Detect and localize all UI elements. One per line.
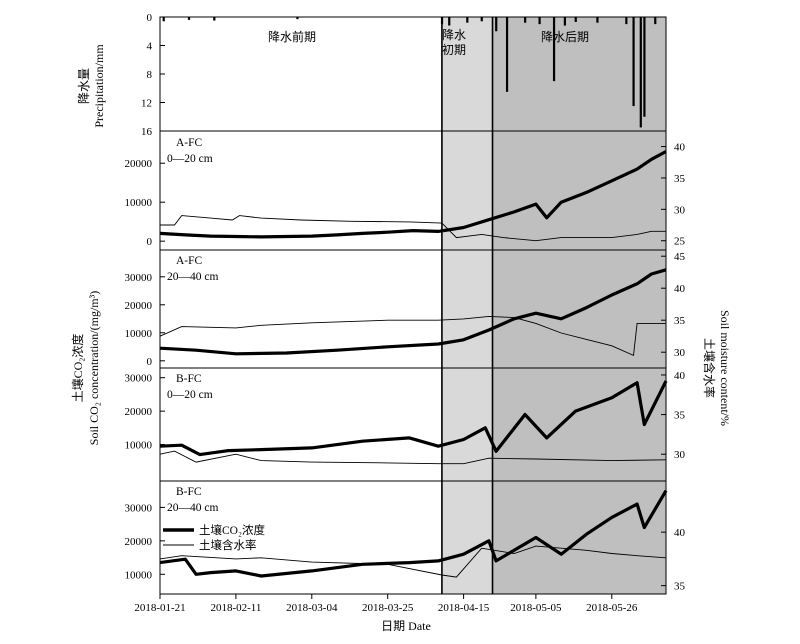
panel-4-title: B-FC bbox=[176, 486, 202, 498]
x-tick-label-1: 2018-02-11 bbox=[210, 602, 261, 614]
period-label-post: 降水后期 bbox=[541, 30, 589, 44]
period-label-early-line2: 初期 bbox=[442, 43, 466, 57]
panel-1-left-tick-label-0: 0 bbox=[147, 236, 153, 248]
panel-3-left-tick-label-0: 10000 bbox=[125, 440, 153, 452]
period-shade-0 bbox=[160, 17, 442, 594]
precip-tick-label-1: 4 bbox=[147, 41, 153, 53]
panel-4-depth: 20—40 cm bbox=[167, 502, 218, 514]
precip-bar-3 bbox=[296, 17, 299, 20]
panel-4-left-tick-label-2: 30000 bbox=[125, 502, 153, 514]
co2-ylabel-cn: 土壤CO₂浓度 bbox=[70, 334, 85, 403]
panel-2-left-tick-label-3: 30000 bbox=[125, 272, 153, 284]
panel-1-right-tick-label-1: 30 bbox=[674, 204, 686, 216]
panel-1-right-tick-label-3: 40 bbox=[674, 142, 686, 154]
panel-2-right-tick-label-0: 30 bbox=[674, 347, 686, 359]
legend-moisture-label: 土壤含水率 bbox=[199, 538, 257, 552]
panel-1-title: A-FC bbox=[176, 137, 203, 149]
moisture-line-panel-4 bbox=[159, 545, 667, 578]
panel-2-right-tick-label-2: 40 bbox=[674, 283, 686, 295]
period-shade-2 bbox=[492, 17, 666, 594]
precip-bar-17 bbox=[632, 17, 635, 107]
precip-bar-7 bbox=[480, 17, 483, 22]
panel-4-left-tick-label-0: 10000 bbox=[125, 569, 153, 581]
precip-bar-4 bbox=[440, 17, 444, 25]
moisture-line-panel-3 bbox=[159, 450, 667, 465]
precip-bar-2 bbox=[213, 17, 216, 21]
precip-bar-13 bbox=[563, 17, 566, 26]
precip-bar-20 bbox=[654, 17, 657, 25]
precip-bar-14 bbox=[574, 17, 577, 22]
panel-frame-4 bbox=[159, 480, 667, 595]
period-shading bbox=[160, 17, 666, 594]
precip-bar-1 bbox=[187, 17, 191, 20]
precip-ylabel-cn: 降水量 bbox=[77, 68, 91, 104]
panel-1-right-tick-label-2: 35 bbox=[674, 173, 686, 185]
panel-3-left-tick-label-2: 30000 bbox=[125, 373, 153, 385]
co2-line-panel-2 bbox=[159, 268, 667, 356]
x-tick-label-6: 2018-05-26 bbox=[586, 602, 638, 614]
precip-bar-8 bbox=[495, 17, 498, 32]
moisture-line-panel-2 bbox=[159, 315, 666, 357]
precip-tick-label-4: 16 bbox=[141, 126, 153, 138]
x-tick-label-3: 2018-03-25 bbox=[362, 602, 414, 614]
x-tick-label-0: 2018-01-21 bbox=[134, 602, 185, 614]
panel-4-left-tick-label-1: 20000 bbox=[125, 536, 153, 548]
panel-3-left-tick-label-1: 20000 bbox=[125, 406, 153, 418]
precip-bar-18 bbox=[639, 17, 642, 128]
precip-bar-5 bbox=[448, 17, 451, 26]
legend-co2-label: 土壤CO₂浓度 bbox=[199, 523, 265, 537]
co2-line-panel-3 bbox=[159, 380, 668, 457]
panel-3-right-tick-label-1: 35 bbox=[674, 410, 686, 422]
precip-bar-16 bbox=[625, 17, 628, 25]
panel-3-right-tick-label-0: 30 bbox=[674, 449, 686, 461]
panel-2-left-tick-label-1: 10000 bbox=[125, 328, 153, 340]
moisture-ylabel-en: Soil moisture content/% bbox=[718, 310, 732, 426]
co2-ylabel-en: Soil CO₂ concentration/(mg/m³) bbox=[87, 291, 101, 445]
precip-ylabel-en: Precipitation/mm bbox=[92, 44, 106, 128]
precip-tick-label-3: 12 bbox=[141, 98, 152, 110]
panel-2-left-tick-label-0: 0 bbox=[147, 356, 153, 368]
panel-2-left-tick-label-2: 20000 bbox=[125, 300, 153, 312]
precip-bar-6 bbox=[466, 17, 469, 23]
period-shade-1 bbox=[441, 17, 493, 594]
period-label-pre: 降水前期 bbox=[268, 29, 316, 44]
panel-frames bbox=[159, 16, 667, 595]
precip-tick-label-0: 0 bbox=[147, 12, 153, 24]
panel-1-depth: 0—20 cm bbox=[167, 153, 213, 165]
precip-bar-19 bbox=[643, 17, 646, 117]
panel-3-title: B-FC bbox=[176, 373, 202, 385]
panel-3-depth: 0—20 cm bbox=[167, 389, 213, 401]
panel-4-right-tick-label-0: 35 bbox=[674, 581, 686, 593]
moisture-ylabel-cn: 土壤含水率 bbox=[702, 338, 717, 398]
precip-bar-12 bbox=[552, 17, 556, 82]
axis-ticks: 0481216010000200002530354001000020000300… bbox=[125, 12, 686, 614]
moisture-line-panel-1 bbox=[160, 215, 666, 242]
x-tick-label-2: 2018-03-04 bbox=[286, 602, 338, 614]
precip-bar-9 bbox=[505, 17, 509, 92]
panel-2-title: A-FC bbox=[176, 255, 203, 267]
panel-3-right-tick-label-2: 40 bbox=[674, 370, 686, 382]
precip-bar-10 bbox=[524, 17, 527, 23]
x-tick-label-5: 2018-05-05 bbox=[510, 602, 562, 614]
panel-1-right-tick-label-0: 25 bbox=[674, 236, 686, 248]
precip-bar-15 bbox=[596, 17, 599, 23]
precipitation-bars bbox=[162, 17, 657, 128]
co2-line-panel-4 bbox=[159, 489, 668, 578]
panel-4-right-tick-label-1: 40 bbox=[674, 527, 686, 539]
precip-bar-0 bbox=[162, 17, 165, 22]
x-axis-label: 日期 Date bbox=[381, 619, 431, 633]
panel-1-left-tick-label-1: 10000 bbox=[125, 197, 153, 209]
precip-tick-label-2: 8 bbox=[147, 69, 153, 81]
panel-2-right-tick-label-1: 35 bbox=[674, 315, 686, 327]
precip-bar-11 bbox=[538, 17, 541, 25]
x-tick-label-4: 2018-04-15 bbox=[438, 602, 490, 614]
series-lines bbox=[159, 150, 668, 578]
period-label-early-line1: 降水 bbox=[442, 28, 466, 42]
co2-line-panel-1 bbox=[159, 150, 667, 239]
panel-1-left-tick-label-2: 20000 bbox=[125, 158, 153, 170]
panel-2-depth: 20—40 cm bbox=[167, 271, 218, 283]
panel-2-right-tick-label-3: 45 bbox=[674, 251, 686, 263]
